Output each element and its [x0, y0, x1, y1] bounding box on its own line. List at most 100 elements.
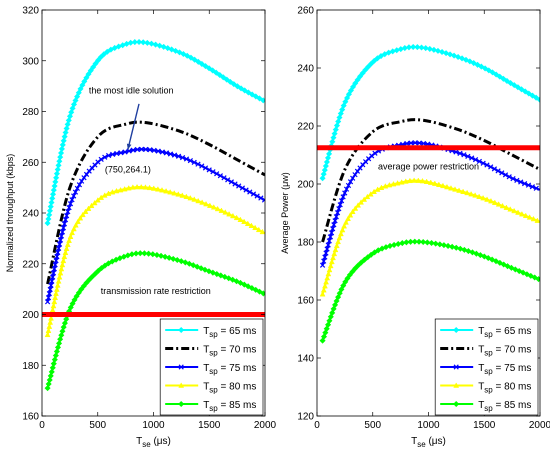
data-point: [94, 197, 101, 203]
data-point: [414, 44, 421, 51]
data-point: [261, 197, 265, 203]
data-point: [503, 77, 511, 84]
data-point: [378, 184, 385, 190]
data-point: [469, 155, 475, 161]
data-point: [51, 356, 58, 363]
data-point: [195, 161, 201, 167]
data-point: [322, 283, 328, 289]
y-tick-label: 200: [22, 310, 39, 321]
data-point: [241, 281, 248, 288]
annotation-1: transmission rate restriction: [101, 286, 211, 296]
data-point: [238, 85, 245, 92]
data-point: [323, 278, 330, 285]
data-point: [69, 105, 76, 112]
data-point: [480, 194, 487, 201]
data-point: [51, 298, 58, 305]
data-point: [104, 48, 111, 55]
data-point: [239, 185, 246, 191]
data-point: [76, 182, 83, 188]
data-point: [171, 152, 178, 158]
data-point: [171, 190, 178, 196]
data-point: [469, 249, 476, 256]
data-point: [102, 154, 108, 160]
data-point: [453, 382, 460, 388]
data-point: [162, 253, 169, 260]
data-point: [237, 279, 244, 286]
data-point: [163, 188, 170, 194]
data-point: [151, 147, 157, 154]
x-tick-label: 1500: [473, 420, 496, 431]
data-point: [178, 382, 185, 388]
data-point: [330, 254, 336, 261]
data-point: [407, 177, 413, 184]
data-point: [340, 194, 346, 200]
data-point: [420, 238, 427, 246]
legend-item-5: Tsp = 85 ms: [165, 400, 256, 413]
data-point: [59, 328, 66, 335]
data-point: [415, 238, 423, 245]
data-point: [206, 167, 212, 173]
data-point: [325, 242, 331, 248]
data-point: [58, 265, 65, 272]
data-point: [58, 332, 65, 339]
data-point: [184, 52, 191, 59]
data-point: [361, 256, 368, 263]
legend-label: Tsp = 70 ms: [478, 345, 531, 358]
data-point: [484, 196, 490, 202]
data-point: [338, 198, 345, 204]
data-point: [232, 181, 238, 187]
data-point: [56, 245, 62, 251]
data-point: [85, 71, 92, 78]
data-point: [344, 94, 351, 101]
data-point: [198, 60, 205, 67]
data-point: [70, 101, 78, 108]
data-point: [46, 207, 53, 214]
annotation-3: (750,264.1): [105, 164, 151, 174]
data-point: [480, 160, 486, 166]
data-point: [439, 182, 446, 189]
y-tick-label: 240: [22, 209, 39, 220]
data-point: [329, 138, 336, 145]
data-point: [56, 274, 63, 280]
data-point: [87, 67, 94, 74]
data-point: [78, 178, 85, 184]
data-point: [514, 84, 521, 91]
data-point: [191, 196, 198, 202]
data-point: [518, 211, 525, 217]
data-point: [83, 279, 90, 286]
data-point: [58, 150, 65, 157]
data-point: [166, 254, 173, 261]
data-point: [214, 205, 221, 212]
data-point: [252, 286, 259, 293]
data-point: [75, 289, 82, 296]
data-point: [444, 183, 450, 190]
data-point: [63, 245, 70, 251]
data-point: [54, 282, 61, 288]
data-point: [44, 331, 51, 338]
data-point: [63, 125, 70, 132]
data-point: [52, 352, 59, 359]
data-point: [178, 326, 185, 334]
data-point: [343, 186, 350, 192]
data-point: [431, 180, 438, 186]
data-point: [503, 204, 510, 210]
y-tick-label: 320: [22, 6, 39, 17]
data-point: [423, 178, 430, 184]
data-point: [404, 140, 410, 147]
y-tick-label: 280: [22, 107, 39, 118]
data-point: [352, 80, 359, 87]
data-point: [144, 39, 151, 46]
data-point: [511, 207, 518, 214]
data-point: [354, 76, 361, 83]
x-tick-label: 500: [364, 420, 381, 431]
data-point: [345, 215, 351, 222]
data-point: [101, 262, 108, 269]
annotation-1: average power restriction: [378, 162, 479, 172]
data-point: [343, 219, 349, 225]
data-point: [217, 173, 224, 179]
data-point: [347, 212, 354, 218]
data-point: [133, 250, 140, 257]
data-point: [335, 294, 342, 301]
data-point: [148, 40, 155, 47]
data-point: [511, 82, 518, 89]
